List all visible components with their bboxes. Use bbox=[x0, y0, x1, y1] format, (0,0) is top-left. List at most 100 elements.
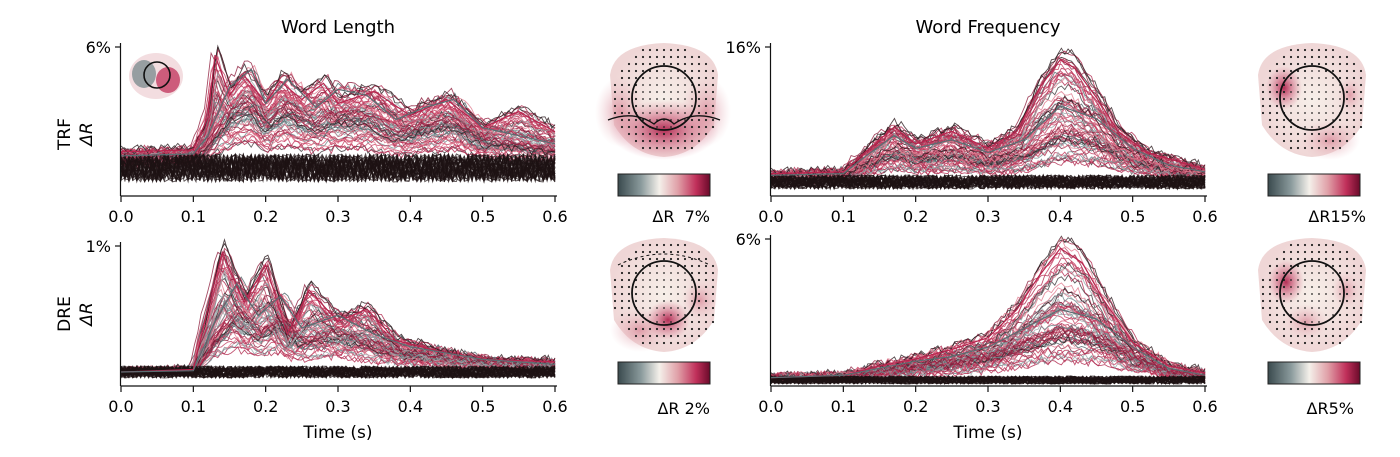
sensor-dot bbox=[670, 314, 672, 316]
sensor-dot bbox=[704, 111, 708, 115]
sensor-dot bbox=[697, 320, 701, 324]
y-tick-label: 16% bbox=[725, 38, 761, 57]
sensor-dot bbox=[1304, 126, 1306, 128]
sensor-dot bbox=[676, 139, 680, 143]
sensor-dot bbox=[1318, 70, 1320, 72]
sensor-dot bbox=[1318, 265, 1320, 267]
sensor-dot bbox=[642, 84, 644, 86]
sensor-dot bbox=[1331, 55, 1335, 59]
baseline-trace bbox=[770, 174, 1206, 190]
row-label-dre: DRE bbox=[55, 296, 75, 332]
sensor-dot bbox=[1331, 264, 1335, 268]
sensor-dot bbox=[670, 300, 672, 302]
baseline-trace bbox=[770, 375, 1206, 385]
sensor-dot bbox=[690, 264, 694, 268]
x-tick-label: 0.2 bbox=[253, 397, 278, 416]
sensor-dot bbox=[1268, 299, 1272, 303]
sensor-dot bbox=[649, 112, 651, 114]
sensor-dot bbox=[1282, 257, 1286, 261]
sensor-dot bbox=[1290, 105, 1292, 107]
sensor-dot bbox=[1282, 320, 1286, 324]
sensor-dot bbox=[1338, 146, 1342, 150]
sensor-dot bbox=[1289, 341, 1293, 345]
sensor-dot bbox=[649, 314, 651, 316]
sensor-dot bbox=[1317, 334, 1321, 338]
sensor-dot bbox=[711, 278, 715, 282]
sensor-dot bbox=[1345, 278, 1349, 282]
sensor-dot bbox=[1268, 125, 1272, 129]
sensor-dot bbox=[634, 250, 638, 254]
sensor-dot bbox=[670, 286, 672, 288]
sensor-dot bbox=[656, 300, 658, 302]
sensor-dot bbox=[711, 320, 715, 324]
sensor-dot bbox=[1324, 139, 1328, 143]
sensor-dot bbox=[670, 265, 672, 267]
sensor-dot bbox=[1310, 257, 1314, 261]
sensor-dot bbox=[684, 112, 686, 114]
topomap-word-length-dre bbox=[610, 238, 718, 352]
sensor-dot bbox=[677, 84, 679, 86]
sensor-dot bbox=[697, 55, 701, 59]
x-tick-label: 0.6 bbox=[1192, 207, 1217, 226]
sensor-dot bbox=[697, 299, 701, 303]
sensor-dot bbox=[1296, 55, 1300, 59]
sensor-dot bbox=[684, 98, 686, 100]
sensor-dot bbox=[691, 286, 693, 288]
sensor-dot bbox=[704, 62, 708, 66]
sensor-dot bbox=[1331, 139, 1335, 143]
sensor-dot bbox=[704, 313, 708, 317]
series-line-0 bbox=[770, 58, 1206, 175]
sensor-dot bbox=[1282, 264, 1286, 268]
sensor-dot bbox=[655, 146, 659, 150]
sensor-dot bbox=[677, 112, 679, 114]
x-tick-label: 0.0 bbox=[108, 207, 133, 226]
sensor-dot bbox=[1325, 286, 1327, 288]
trace-line bbox=[120, 68, 556, 158]
sensor-dot bbox=[1310, 243, 1314, 247]
sensor-dot bbox=[711, 313, 715, 317]
sensor-dot bbox=[655, 334, 659, 338]
x-tick-label: 0.1 bbox=[831, 397, 856, 416]
baseline-trace bbox=[120, 365, 556, 379]
sensor-dot bbox=[1297, 84, 1299, 86]
sensor-dot bbox=[1359, 104, 1363, 108]
sensor-dot bbox=[649, 105, 651, 107]
sensor-dot bbox=[1352, 132, 1356, 136]
sensor-dot bbox=[1296, 48, 1300, 52]
x-tick-label: 0.6 bbox=[1192, 397, 1217, 416]
colorbar-word-frequency-trf: ΔR15% bbox=[1267, 173, 1366, 226]
sensor-dot bbox=[1331, 132, 1335, 136]
sensor-dot bbox=[1275, 278, 1279, 282]
sensor-dot bbox=[1282, 299, 1286, 303]
sensor-dot bbox=[627, 285, 631, 289]
sensor-dot bbox=[627, 271, 631, 275]
sensor-dot bbox=[1282, 250, 1286, 254]
sensor-dot bbox=[683, 327, 687, 331]
sensor-dot bbox=[620, 90, 624, 94]
x-tick-label: 0.2 bbox=[903, 397, 928, 416]
x-tick-label: 0.3 bbox=[975, 397, 1000, 416]
sensor-dot bbox=[704, 320, 708, 324]
sensor-dot bbox=[1268, 118, 1272, 122]
sensor-dot bbox=[1325, 300, 1327, 302]
sensor-dot bbox=[1317, 132, 1321, 136]
sensor-dot bbox=[1261, 278, 1265, 282]
sensor-dot bbox=[1317, 55, 1321, 59]
sensor-dot bbox=[627, 257, 631, 261]
sensor-dot bbox=[1310, 62, 1314, 66]
sensor-dot bbox=[1352, 264, 1356, 268]
sensor-dot bbox=[662, 139, 666, 143]
sensor-dot bbox=[1338, 55, 1342, 59]
sensor-dot bbox=[1311, 300, 1313, 302]
sensor-dot bbox=[627, 264, 631, 268]
sensor-dot bbox=[642, 91, 644, 93]
sensor-dot bbox=[704, 271, 708, 275]
sensor-dot bbox=[1282, 285, 1286, 289]
sensor-dot bbox=[1325, 105, 1327, 107]
sensor-dot bbox=[1352, 83, 1356, 87]
sensor-dot bbox=[1339, 300, 1341, 302]
sensor-dot bbox=[1290, 112, 1292, 114]
sensor-dot bbox=[1359, 76, 1363, 80]
sensor-dot bbox=[634, 271, 638, 275]
sensor-dot bbox=[684, 119, 686, 121]
